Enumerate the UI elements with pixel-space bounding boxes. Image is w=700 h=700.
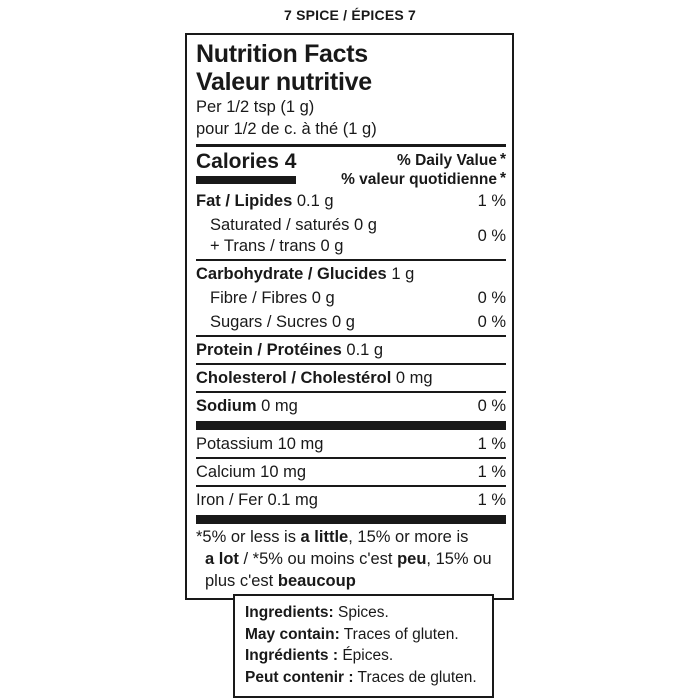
fibre-name: Fibre / Fibres 0 g bbox=[210, 289, 335, 307]
saturated-trans-dv: 0 % bbox=[477, 226, 506, 245]
protein-name: Protein / Protéines bbox=[196, 341, 342, 359]
sugars-name: Sugars / Sucres 0 g bbox=[210, 313, 355, 331]
serving-size-fr: pour 1/2 de c. à thé (1 g) bbox=[196, 120, 377, 138]
nutrient-row-iron: Iron / Fer 0.1 mg 1 % bbox=[196, 488, 506, 512]
nft-title-en: Nutrition Facts bbox=[196, 40, 368, 68]
nutrient-row-sodium: Sodium 0 mg 0 % bbox=[196, 394, 506, 418]
footnote-line-1: *5% or less is a little, 15% or more is bbox=[196, 528, 469, 546]
nutrient-row-fibre: Fibre / Fibres 0 g 0 % bbox=[196, 286, 506, 310]
divider-thick bbox=[196, 515, 506, 524]
serving-size-en: Per 1/2 tsp (1 g) bbox=[196, 98, 315, 116]
carb-amount: 1 g bbox=[391, 265, 415, 283]
divider-thin bbox=[196, 391, 506, 393]
nutrient-row-sugars: Sugars / Sucres 0 g 0 % bbox=[196, 310, 506, 334]
footnote-line-2: a lot / *5% ou moins c'est peu, 15% ou bbox=[205, 550, 492, 568]
nutrient-row-potassium: Potassium 10 mg 1 % bbox=[196, 432, 506, 456]
potassium-name: Potassium 10 mg bbox=[196, 435, 324, 453]
calories-underline-bar bbox=[196, 176, 297, 184]
sodium-amount: 0 mg bbox=[261, 397, 298, 415]
divider-medium bbox=[196, 144, 506, 147]
calories: Calories 4 bbox=[196, 150, 297, 184]
fat-amount: 0.1 g bbox=[296, 192, 334, 210]
nft-title-fr: Valeur nutritive bbox=[196, 68, 372, 96]
cholesterol-name: Cholesterol / Cholestérol bbox=[196, 369, 392, 387]
iron-name: Iron / Fer 0.1 mg bbox=[196, 491, 318, 509]
divider-thin bbox=[196, 335, 506, 337]
nutrient-row-fat: Fat / Lipides 0.1 g 1 % bbox=[196, 189, 506, 213]
fat-dv: 1 % bbox=[477, 192, 506, 210]
sodium-dv: 0 % bbox=[477, 397, 506, 415]
ingredients-box: Ingredients: Spices. May contain: Traces… bbox=[233, 594, 494, 698]
divider-thin bbox=[196, 259, 506, 261]
nutrient-row-protein: Protein / Protéines 0.1 g bbox=[196, 338, 506, 362]
potassium-dv: 1 % bbox=[477, 435, 506, 453]
calories-row: Calories 4 % Daily Value * % valeur quoti… bbox=[196, 150, 506, 189]
divider-thin bbox=[196, 363, 506, 365]
divider-thick bbox=[196, 421, 506, 430]
nutrient-row-carbohydrate: Carbohydrate / Glucides 1 g bbox=[196, 262, 506, 286]
nutrition-facts-label: Nutrition Facts Valeur nutritive Per 1/2… bbox=[185, 33, 514, 600]
ingredients-line-en: Ingredients: Spices. bbox=[245, 604, 389, 621]
daily-value-header-en: % Daily Value * bbox=[397, 151, 506, 169]
daily-value-header-fr: % valeur quotidienne * bbox=[341, 170, 506, 188]
sodium-name: Sodium bbox=[196, 397, 257, 415]
product-title: 7 SPICE / ÉPICES 7 bbox=[284, 7, 416, 23]
sugars-dv: 0 % bbox=[477, 313, 506, 331]
calories-value: 4 bbox=[284, 150, 297, 173]
iron-dv: 1 % bbox=[477, 491, 506, 509]
asterisk: * bbox=[499, 151, 506, 168]
protein-amount: 0.1 g bbox=[346, 341, 384, 359]
asterisk: * bbox=[499, 170, 506, 187]
footnote-line-3: plus c'est beaucoup bbox=[205, 572, 356, 590]
calories-label: Calories bbox=[196, 150, 279, 173]
nutrient-row-cholesterol: Cholesterol / Cholestérol 0 mg bbox=[196, 366, 506, 390]
trans-line: + Trans / trans 0 g bbox=[210, 237, 344, 255]
saturated-line: Saturated / saturés 0 g bbox=[210, 216, 377, 234]
divider-thin bbox=[196, 457, 506, 459]
may-contain-line-en: May contain: Traces of gluten. bbox=[245, 625, 459, 643]
daily-value-footnote: *5% or less is a little, 15% or more is … bbox=[196, 526, 506, 594]
daily-value-header: % Daily Value * % valeur quotidienne * bbox=[341, 150, 506, 189]
calcium-name: Calcium 10 mg bbox=[196, 463, 307, 481]
divider-thin bbox=[196, 485, 506, 487]
ingredients-line-fr: Ingrédients : Épices. bbox=[245, 647, 394, 664]
fat-name: Fat / Lipides bbox=[196, 192, 293, 210]
calcium-dv: 1 % bbox=[477, 463, 506, 481]
fibre-dv: 0 % bbox=[477, 289, 506, 307]
nutrient-row-calcium: Calcium 10 mg 1 % bbox=[196, 460, 506, 484]
cholesterol-amount: 0 mg bbox=[395, 369, 433, 387]
may-contain-line-fr: Peut contenir : Traces de gluten. bbox=[245, 668, 477, 686]
carb-name: Carbohydrate / Glucides bbox=[196, 265, 387, 283]
nutrient-row-saturated-trans: Saturated / saturés 0 g + Trans / trans … bbox=[196, 213, 506, 258]
